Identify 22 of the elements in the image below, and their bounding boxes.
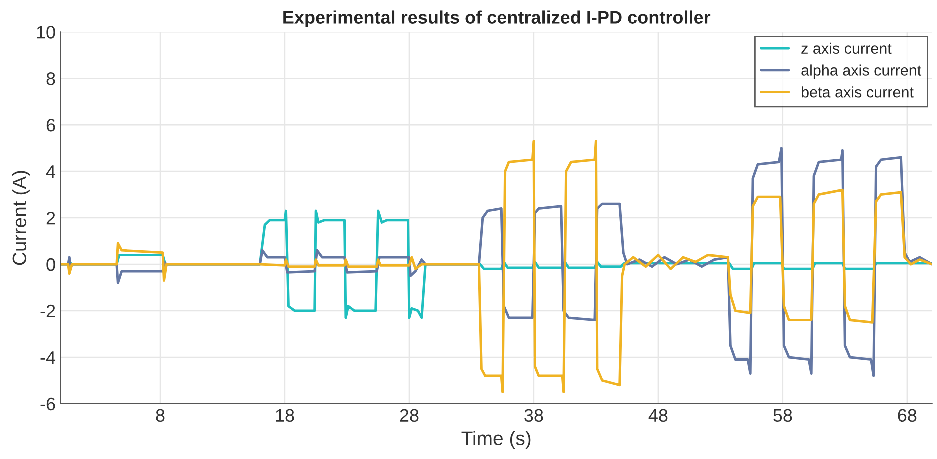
y-axis-title: Current (A)	[12, 171, 30, 266]
x-tick-label: 68	[898, 409, 917, 422]
y-tick-label: 10	[37, 26, 56, 39]
y-tick-label: 0	[46, 258, 56, 272]
y-tick-label: 4	[46, 166, 56, 178]
chart-title: Experimental results of centralized I-PD controller	[284, 10, 711, 28]
y-tick-label: 6	[46, 119, 56, 132]
x-tick-label: 38	[524, 409, 544, 422]
x-axis-title: Time (s)	[462, 431, 531, 450]
x-tick-label: 58	[774, 409, 792, 422]
x-tick-label: 48	[648, 409, 668, 422]
y-tick-label: -4	[40, 352, 56, 364]
y-tick-label: -6	[40, 398, 56, 411]
legend-label: z axis current	[802, 42, 892, 54]
y-tick-label: -2	[40, 304, 56, 318]
x-tick-label: 8	[156, 409, 165, 422]
x-tick-label: 18	[276, 409, 294, 422]
y-tick-label: 2	[46, 212, 56, 225]
x-tick-label: 28	[400, 409, 419, 422]
y-tick-label: 8	[46, 72, 56, 86]
legend-label: beta axis current	[802, 86, 914, 98]
legend-label: alpha axis current	[802, 64, 922, 79]
